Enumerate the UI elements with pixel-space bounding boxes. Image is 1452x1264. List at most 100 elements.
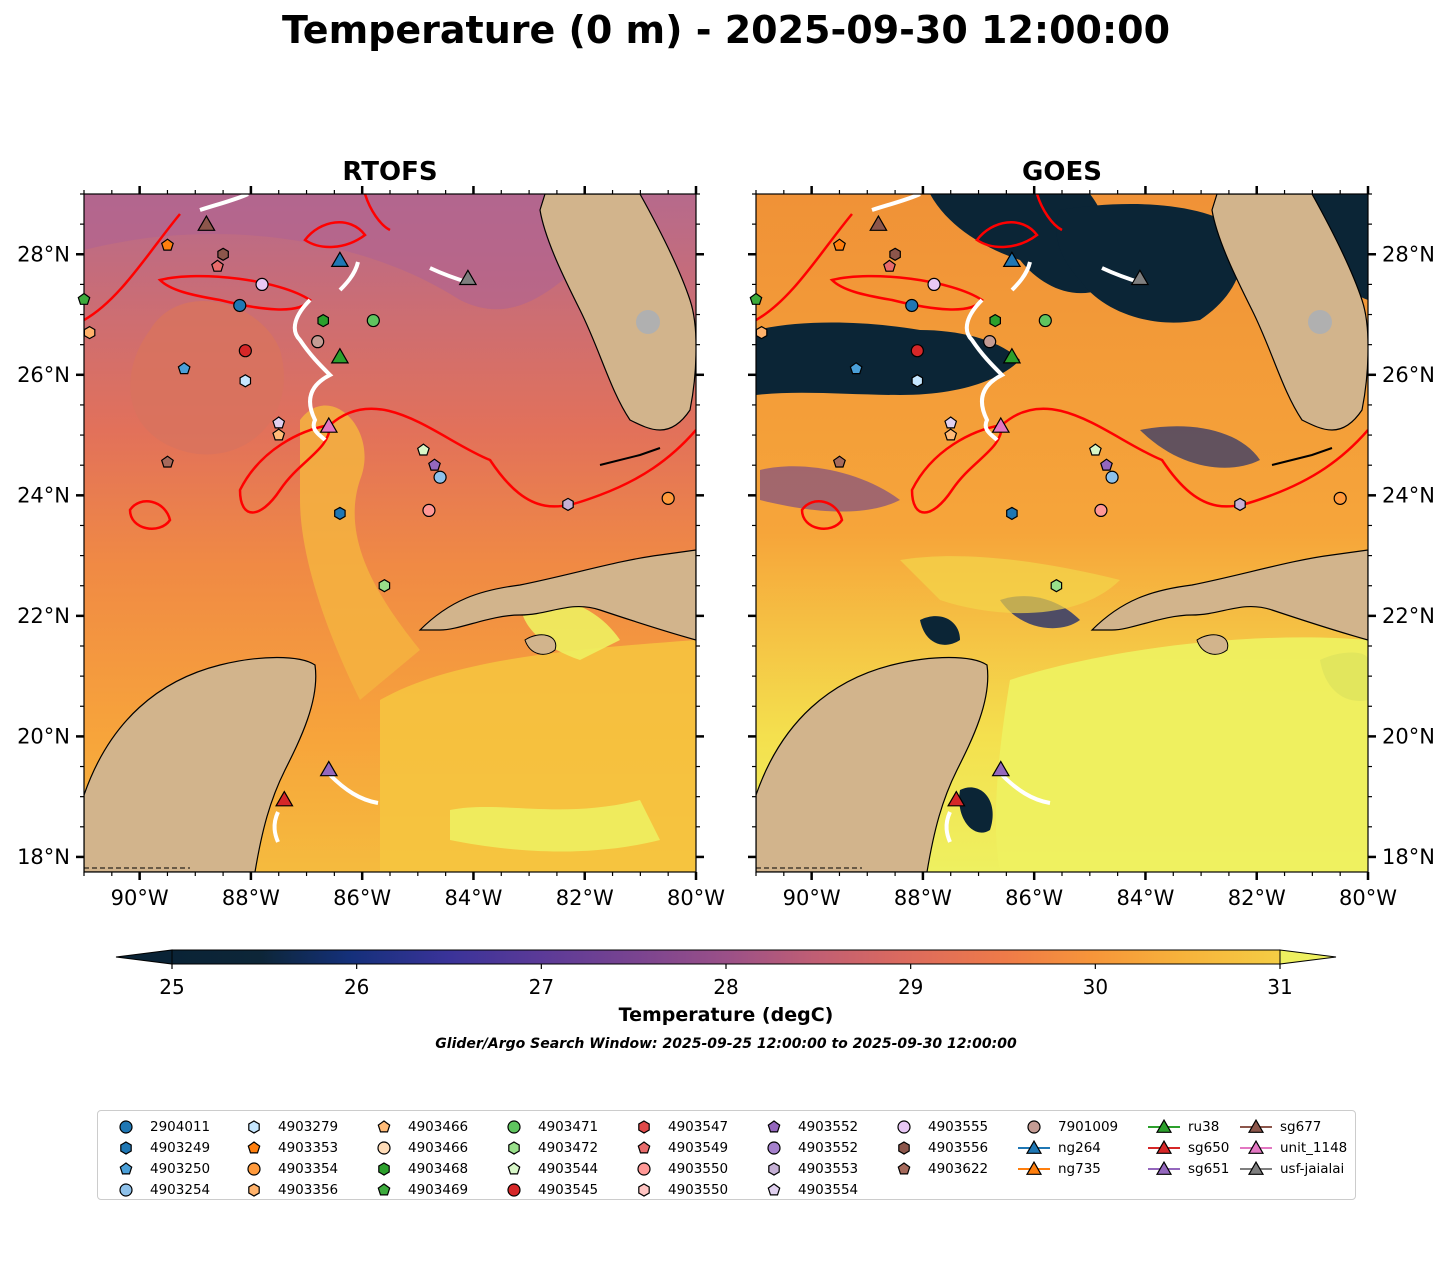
argo-float-4903555 <box>255 277 269 291</box>
legend-entry: 4903356 <box>236 1179 338 1200</box>
argo-float-4903354 <box>1333 491 1347 505</box>
legend-label: 4903549 <box>668 1139 729 1156</box>
legend-marker-icon <box>1240 1160 1272 1175</box>
legend-marker-icon <box>1018 1139 1050 1154</box>
legend-entry: 4903254 <box>108 1179 210 1200</box>
lon-tick-label: 88°W <box>894 886 952 910</box>
argo-float-4903622 <box>832 455 846 468</box>
legend-column: 7901009 ng264 ng735 <box>1016 1116 1118 1179</box>
legend-marker-shape <box>378 1161 390 1176</box>
legend-label: 4903354 <box>278 1160 339 1177</box>
legend-marker-shape <box>507 1119 521 1134</box>
legend-label: 4903545 <box>538 1181 599 1198</box>
legend-marker-icon <box>247 1140 261 1153</box>
legend-label: ng735 <box>1058 1160 1101 1177</box>
legend-marker-shape <box>248 1119 260 1134</box>
argo-float-4903356 <box>755 325 768 340</box>
argo-float-4903553 <box>562 497 574 512</box>
argo-float-4903472 <box>1050 579 1063 593</box>
glider-sg651 <box>319 760 339 777</box>
legend-entry: sg651 <box>1146 1158 1229 1179</box>
legend-marker-icon <box>248 1119 260 1134</box>
legend-marker-shape <box>898 1140 910 1155</box>
lat-tick-label: 26°N <box>1382 363 1435 387</box>
legend-entry: 4903469 <box>366 1179 468 1200</box>
glider-ng264 <box>330 251 350 267</box>
argo-float-4903549 <box>211 259 224 272</box>
legend-label: sg650 <box>1188 1139 1230 1156</box>
glider-sg650 <box>947 790 966 807</box>
legend-marker-shape <box>768 1161 780 1176</box>
legend-label: 4903544 <box>538 1160 599 1177</box>
legend-marker-shape <box>1025 1160 1043 1175</box>
legend-marker-icon <box>1240 1118 1272 1133</box>
legend-marker-shape <box>1155 1139 1173 1154</box>
lat-tick-label: 22°N <box>17 604 70 628</box>
argo-float-4903544 <box>1088 443 1102 456</box>
legend-marker-icon <box>637 1161 651 1176</box>
legend-marker-icon <box>767 1182 781 1195</box>
legend-entry: 4903279 <box>236 1116 338 1137</box>
legend-label: 4903550 <box>668 1160 729 1177</box>
legend-marker-shape <box>897 1119 911 1134</box>
glider-sg651 <box>991 760 1011 777</box>
argo-float-4903468 <box>989 313 1002 328</box>
lat-tick-label: 18°N <box>1382 845 1435 869</box>
legend-label: 4903550 <box>668 1181 729 1198</box>
argo-float-4903466 <box>944 428 958 441</box>
legend-column: 4903552 4903552 4903553 4903554 <box>756 1116 858 1200</box>
argo-float-4903544 <box>416 443 430 456</box>
argo-float-4903554 <box>944 416 958 429</box>
legend-label: 4903471 <box>538 1118 599 1135</box>
glider-usf-jaialai <box>458 269 478 286</box>
legend-label: 4903554 <box>798 1181 859 1198</box>
argo-float-4903466 <box>272 428 286 441</box>
legend-marker-shape <box>1025 1139 1043 1154</box>
legend-label: 4903356 <box>278 1181 339 1198</box>
argo-float-4903469 <box>77 292 91 305</box>
legend-column: 4903466 4903466 4903468 4903469 <box>366 1116 468 1200</box>
legend-entry: 4903555 <box>886 1116 988 1137</box>
argo-float-4903552 <box>428 458 441 471</box>
colorbar-tick-label: 31 <box>1267 975 1292 999</box>
legend-marker-shape <box>767 1182 781 1195</box>
figure-title: Temperature (0 m) - 2025-09-30 12:00:00 <box>281 8 1171 52</box>
legend-label: ru38 <box>1188 1118 1220 1135</box>
argo-float-4903556 <box>889 247 901 261</box>
legend-marker-shape <box>1155 1160 1173 1175</box>
glider-unit_1148 <box>991 416 1011 433</box>
colorbar-tick-label: 27 <box>529 975 554 999</box>
glider-ng264 <box>1002 251 1022 267</box>
lat-tick-label: 18°N <box>17 845 70 869</box>
argo-float-4903471 <box>1038 313 1052 328</box>
argo-float-4903471 <box>366 313 380 328</box>
legend-entry: 4903554 <box>756 1179 858 1200</box>
colorbar-tick-label: 29 <box>898 975 923 999</box>
argo-float-4903249 <box>1006 506 1018 521</box>
legend-label: 7901009 <box>1058 1118 1119 1135</box>
legend-label: 4903552 <box>798 1118 859 1135</box>
legend-column: 4903471 4903472 4903544 4903545 <box>496 1116 598 1200</box>
legend-marker-icon <box>119 1119 133 1134</box>
legend-marker-icon <box>120 1140 132 1155</box>
glider-ru38 <box>1002 347 1022 364</box>
argo-float-4903354 <box>661 491 675 505</box>
legend-marker-shape <box>767 1140 781 1155</box>
legend-column: ru38 sg650 sg651 <box>1146 1116 1229 1179</box>
legend-label: 4903469 <box>408 1181 469 1198</box>
legend-label: 4903466 <box>408 1139 469 1156</box>
legend-entry: 4903466 <box>366 1137 468 1158</box>
legend-marker-shape <box>508 1140 520 1155</box>
legend-entry: 2904011 <box>108 1116 210 1137</box>
legend-label: unit_1148 <box>1280 1139 1348 1156</box>
legend-label: 4903250 <box>150 1160 211 1177</box>
legend-entry: ru38 <box>1146 1116 1229 1137</box>
glider-unit_1148 <box>319 416 339 433</box>
argo-float-4903353 <box>832 238 846 251</box>
legend-marker-icon <box>767 1140 781 1155</box>
legend-entry: 4903552 <box>756 1137 858 1158</box>
colorbar <box>115 949 1337 965</box>
legend-marker-shape <box>507 1182 521 1197</box>
legend-marker-shape <box>638 1182 650 1197</box>
legend-marker-icon <box>507 1161 521 1174</box>
